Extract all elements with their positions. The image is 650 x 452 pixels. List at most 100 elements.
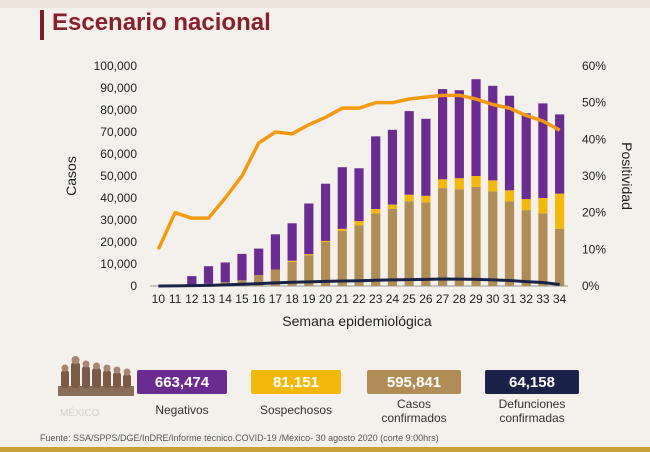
bar-negativos — [254, 248, 264, 275]
bar-negativos — [421, 118, 431, 196]
bar-confirmados — [488, 191, 498, 286]
bar-sospechosos — [421, 195, 431, 203]
bar-sospechosos — [454, 178, 464, 190]
bar-sospechosos — [504, 190, 515, 202]
y-tick-label: 20,000 — [100, 235, 137, 249]
bar-sospechosos — [555, 193, 565, 229]
bar-sospechosos — [387, 204, 398, 209]
y2-tick-label: 40% — [582, 132, 606, 146]
x-tick-label: 30 — [486, 292, 500, 306]
y-tick-label: 40,000 — [100, 191, 137, 205]
x-tick-label: 17 — [269, 292, 283, 306]
bar-sospechosos — [471, 176, 481, 187]
x-tick-label: 16 — [252, 292, 266, 306]
y2-axis-label: Positividad — [619, 142, 635, 210]
bar-confirmados — [538, 213, 548, 286]
chart-bars — [170, 79, 565, 286]
bar-negativos — [371, 136, 381, 209]
x-axis-ticks: 10 11 12 13 14 15 16 17 18 19 20 21 22 23 24 25 26 27 28 29… — [152, 292, 567, 306]
x-tick-label: 21 — [336, 292, 350, 306]
x-tick-label: 26 — [419, 292, 433, 306]
title-accent-bar — [40, 10, 44, 40]
x-axis-label: Semana epidemiológica — [282, 313, 432, 329]
x-tick-label: 10 — [152, 292, 166, 306]
bar-confirmados — [504, 201, 515, 286]
legend-sospechosos-label: Sospechosos — [259, 403, 333, 417]
bar-confirmados — [337, 231, 347, 286]
y-tick-label: 80,000 — [100, 103, 137, 117]
bar-negativos — [471, 79, 481, 176]
legend-sospechosos-value: 81,151 — [251, 370, 341, 394]
bar-confirmados — [454, 189, 464, 286]
bar-negativos — [404, 111, 414, 195]
line-positividad — [156, 93, 561, 251]
logo-image — [58, 356, 134, 396]
bar-confirmados — [387, 209, 398, 286]
bar-negativos — [438, 89, 448, 180]
top-frame — [0, 0, 650, 8]
x-tick-label: 20 — [319, 292, 333, 306]
bar-confirmados — [421, 202, 431, 286]
x-tick-label: 14 — [219, 292, 233, 306]
legend-negativos-value: 663,474 — [137, 370, 227, 394]
bar-sospechosos — [488, 180, 498, 192]
bar-negativos — [337, 167, 347, 229]
page-title: Escenario nacional — [52, 9, 271, 36]
bar-sospechosos — [538, 198, 548, 214]
bar-negativos — [521, 113, 531, 200]
chart: 0 10,000 20,000 30,000 40,000 50,000 60,000 70,… — [63, 59, 635, 329]
bar-confirmados — [404, 201, 414, 286]
bar-confirmados — [270, 269, 280, 286]
y2-tick-label: 10% — [582, 242, 606, 256]
y-tick-label: 70,000 — [100, 125, 137, 139]
bar-confirmados — [287, 261, 297, 286]
y-tick-label: 0 — [130, 279, 137, 293]
bar-confirmados — [521, 210, 531, 286]
bar-sospechosos — [337, 228, 347, 231]
bar-confirmados — [254, 275, 264, 286]
legend-defunciones-label: Defunciones confirmadas — [498, 397, 566, 425]
y2-tick-label: 50% — [582, 96, 606, 110]
x-tick-label: 32 — [520, 292, 534, 306]
x-tick-label: 18 — [285, 292, 299, 306]
bar-negativos — [203, 266, 214, 284]
x-tick-label: 33 — [536, 292, 550, 306]
x-tick-label: 15 — [235, 292, 249, 306]
y2-tick-label: 30% — [582, 169, 606, 183]
y-axis-label: Casos — [63, 156, 79, 196]
bar-confirmados — [320, 242, 331, 286]
x-tick-label: 28 — [453, 292, 467, 306]
bar-negativos — [354, 168, 364, 222]
bar-sospechosos — [320, 240, 331, 242]
legend-confirmados-value: 595,841 — [367, 370, 461, 394]
bar-confirmados — [555, 228, 565, 286]
bar-sospechosos — [521, 199, 531, 211]
bar-negativos — [220, 262, 230, 283]
bar-negativos — [504, 95, 515, 191]
x-tick-label: 13 — [202, 292, 216, 306]
source-note: Fuente: SSA/SPPS/DGE/InDRE/Informe técni… — [40, 433, 439, 443]
y-tick-label: 100,000 — [94, 59, 138, 73]
bar-sospechosos — [304, 254, 314, 256]
line-defunciones — [158, 277, 560, 288]
x-tick-label: 11 — [169, 292, 182, 306]
chart-lines — [156, 93, 561, 288]
bar-negativos — [320, 183, 331, 241]
bar-sospechosos — [404, 194, 414, 202]
y-tick-label: 30,000 — [100, 213, 137, 227]
x-tick-label: 24 — [386, 292, 400, 306]
bar-sospechosos — [287, 260, 297, 262]
x-tick-label: 23 — [369, 292, 383, 306]
x-tick-label: 12 — [185, 292, 199, 306]
bar-confirmados — [371, 213, 381, 286]
y2-tick-label: 20% — [582, 206, 606, 220]
bar-negativos — [270, 234, 280, 270]
bar-confirmados — [354, 225, 364, 286]
bar-negativos — [555, 114, 565, 194]
x-tick-label: 22 — [352, 292, 366, 306]
x-tick-label: 25 — [402, 292, 416, 306]
x-tick-label: 31 — [503, 292, 517, 306]
bottom-gold-line — [0, 447, 650, 452]
y-tick-label: 10,000 — [100, 257, 137, 271]
x-tick-label: 19 — [302, 292, 316, 306]
